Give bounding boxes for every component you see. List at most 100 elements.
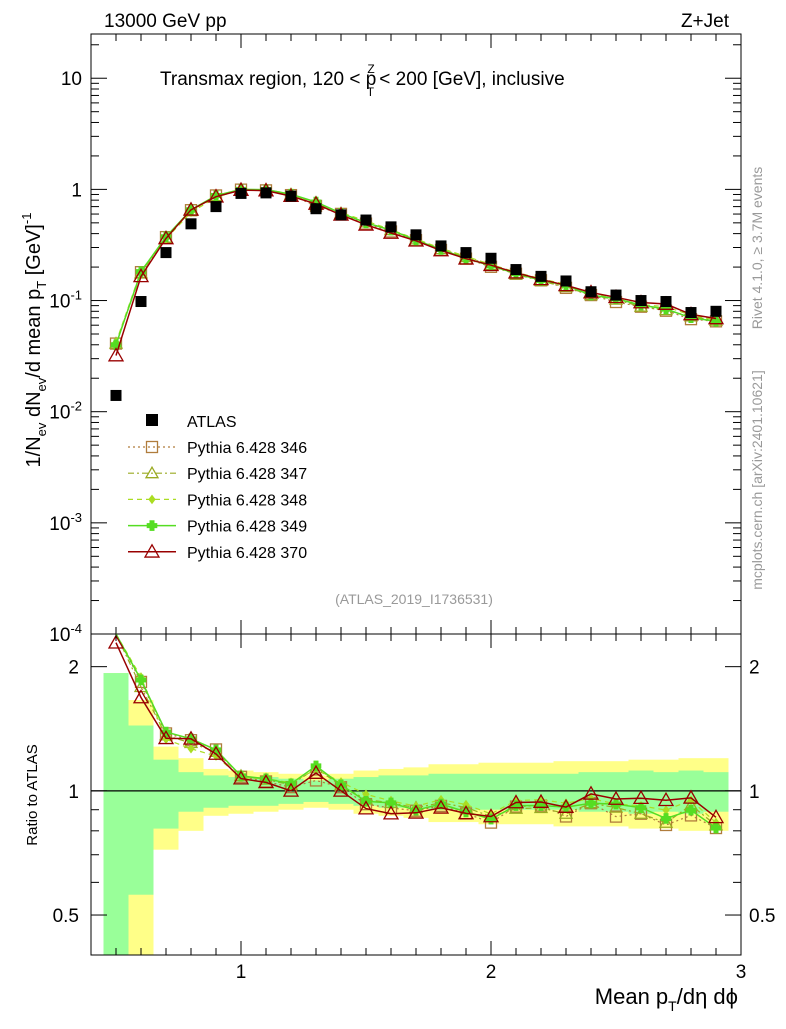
y-tick-label-2: 10-2 (49, 399, 82, 424)
plot-title-main: Transmax region, 120 < p (160, 69, 376, 90)
series-4-ratio-line (115, 642, 717, 818)
data-point-15 (485, 252, 497, 264)
y-tick-base: 10 (49, 625, 70, 646)
ratio-band-inner-3 (178, 772, 204, 812)
series-3-ratio-point-22 (660, 813, 672, 824)
series-4-ratio-point-23 (682, 789, 700, 804)
series-4-ratio-point-9 (332, 782, 350, 797)
series-3-ratio-point-11 (385, 797, 397, 809)
ratio-y-tick-label-right-0.5: 0.5 (749, 906, 775, 927)
data-point-4 (210, 201, 222, 213)
series-4-ratio-point-14 (457, 805, 475, 820)
ratio-y-tick-label-right-2: 2 (749, 658, 760, 679)
y-tick-base: 10 (61, 69, 82, 90)
data-point-8 (310, 203, 322, 215)
series-4-point-24 (707, 310, 725, 325)
y-label-part-0: 1/N (23, 436, 45, 467)
series-1-ratio-point-22 (658, 815, 674, 828)
series-0-ratio-point-20 (609, 810, 623, 823)
y-tick-exp: -1 (70, 288, 82, 303)
data-point-22 (660, 296, 672, 308)
ratio-band-inner-4 (203, 775, 229, 808)
series-2-ratio-point-3 (187, 743, 195, 754)
data-point-20 (610, 289, 622, 301)
series-4-ratio-point-12 (407, 804, 425, 819)
legend-marker-3 (146, 520, 158, 531)
x-label-main: Mean p (595, 984, 668, 1009)
series-4-point-1 (132, 268, 150, 283)
y-label-part-4: /d mean p (23, 289, 45, 378)
header-left: 13000 GeV pp (104, 11, 227, 32)
data-point-17 (535, 270, 547, 282)
ratio-band-inner-2 (153, 759, 179, 829)
ratio-y-axis-label: Ratio to ATLAS (24, 744, 41, 845)
y-tick-base: 10 (49, 292, 70, 313)
data-point-16 (510, 264, 522, 276)
legend-marker-0 (145, 440, 159, 454)
y-tick-base: 1 (71, 180, 82, 201)
series-4-point-15 (482, 256, 500, 272)
x-label-sub: T (668, 998, 677, 1014)
y-axis-label: 1/Nev dNev/d mean pT [GeV]-1 (19, 213, 49, 468)
ratio-band-inner-1 (128, 725, 154, 895)
rivet-label: Rivet 4.1.0, ≥ 3.7M events (749, 167, 765, 330)
legend-marker-2 (148, 494, 156, 505)
series-4-ratio-point-11 (382, 805, 400, 820)
y-tick-base: 10 (49, 403, 70, 424)
series-1-ratio-point-21 (633, 806, 649, 819)
series-4-ratio-point-10 (357, 800, 375, 815)
series-4-ratio-point-21 (632, 789, 650, 805)
series-4-point-3 (182, 201, 200, 216)
y-tick-exp: -2 (70, 399, 82, 414)
ratio-y-tick-label-1: 1 (68, 782, 79, 803)
series-1-ratio-point-20 (608, 800, 624, 813)
data-point-3 (185, 218, 197, 230)
y-label-part-6: [GeV] (23, 224, 45, 281)
series-0-ratio-point-8 (309, 774, 323, 787)
x-tick-label-2: 2 (486, 962, 497, 983)
data-point-13 (435, 240, 447, 252)
data-point-0 (110, 389, 122, 401)
y-tick-exp: -4 (70, 621, 82, 636)
series-4-ratio-point-17 (532, 793, 550, 808)
legend: ATLAS Pythia 6.428 346 Pythia 6.428 347 Pyt… (128, 414, 307, 562)
mcplots-label: mcplots.cern.ch [arXiv:2401.10621] (749, 370, 765, 589)
series-4-ratio-point-3 (182, 730, 200, 745)
ratio-y-tick-label-right-1: 1 (749, 782, 760, 803)
data-point-18 (560, 275, 572, 287)
data-point-19 (585, 286, 597, 298)
y-label-part-2: dN (23, 391, 45, 422)
data-point-1 (135, 296, 147, 308)
data-point-7 (285, 190, 297, 202)
legend-label-1: Pythia 6.428 347 (187, 466, 307, 483)
legend-label-0: Pythia 6.428 346 (187, 440, 307, 457)
ratio-y-tick-label-2: 2 (68, 658, 79, 679)
series-3-ratio-point-15 (485, 813, 497, 825)
series-4-ratio-point-19 (582, 785, 600, 800)
series-0-ratio-line (115, 633, 717, 829)
series-3-ratio-point-24 (710, 822, 722, 834)
data-point-9 (335, 209, 347, 221)
ratio-y-tick-label-0.5: 0.5 (53, 906, 79, 927)
data-point-6 (260, 187, 272, 199)
legend-marker-atlas (146, 414, 158, 426)
legend-label-atlas: ATLAS (187, 414, 237, 431)
series-4-ratio-point-7 (282, 782, 300, 797)
series-4-ratio-point-15 (482, 808, 500, 823)
data-point-2 (160, 247, 172, 259)
series-3-ratio-point-19 (585, 797, 597, 809)
legend-label-2: Pythia 6.428 348 (187, 492, 307, 509)
data-point-21 (635, 295, 647, 307)
y-label-part-3: ev (34, 377, 49, 391)
series-4-ratio-point-8 (307, 764, 325, 779)
plot-title-sub: T (367, 85, 375, 99)
x-label-rest: /dη dϕ (677, 984, 738, 1009)
y-tick-exp: -3 (70, 510, 82, 525)
series-3-ratio-point-12 (410, 804, 422, 816)
series-4-ratio-point-5 (232, 770, 250, 785)
series-4-ratio-point-20 (607, 790, 625, 805)
watermark: (ATLAS_2019_I1736531) (335, 591, 493, 607)
series-3-ratio-point-23 (685, 804, 697, 816)
